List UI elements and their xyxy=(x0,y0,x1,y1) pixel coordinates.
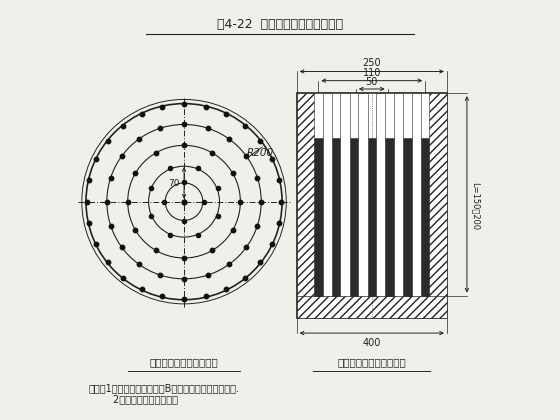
Bar xyxy=(314,93,323,138)
Bar xyxy=(403,138,412,296)
Bar xyxy=(350,93,358,138)
Text: L=150～200: L=150～200 xyxy=(471,182,480,230)
Bar xyxy=(421,93,430,138)
Text: 70: 70 xyxy=(168,179,179,188)
Text: 50: 50 xyxy=(366,76,378,87)
Text: 图4-22  竖井开挖炮眼平面布置图: 图4-22 竖井开挖炮眼平面布置图 xyxy=(217,18,343,31)
Bar xyxy=(385,138,394,296)
Bar xyxy=(403,93,412,138)
Bar xyxy=(367,138,376,296)
Bar xyxy=(367,93,376,138)
Text: 400: 400 xyxy=(363,338,381,348)
Text: R200: R200 xyxy=(246,148,274,158)
Text: 250: 250 xyxy=(362,58,381,68)
Bar xyxy=(332,93,340,138)
Bar xyxy=(297,93,319,318)
Text: 说明：1、本图以设计图坚井B型开挖断面进行炮眼布置.: 说明：1、本图以设计图坚井B型开挖断面进行炮眼布置. xyxy=(88,383,239,394)
Bar xyxy=(350,138,358,296)
Text: 2、本图尺寸以厘米计。: 2、本图尺寸以厘米计。 xyxy=(88,394,178,404)
Bar xyxy=(297,296,447,318)
Bar xyxy=(332,138,340,296)
Bar xyxy=(385,93,394,138)
Text: 竖井开挖炮眼平面布置图: 竖井开挖炮眼平面布置图 xyxy=(150,357,218,367)
Bar xyxy=(425,93,447,318)
Bar xyxy=(314,138,323,296)
Bar xyxy=(421,138,430,296)
Text: 110: 110 xyxy=(363,68,381,78)
Bar xyxy=(297,93,447,318)
Text: 竖井开挖炮眼剖面布置图: 竖井开挖炮眼剖面布置图 xyxy=(338,357,406,367)
